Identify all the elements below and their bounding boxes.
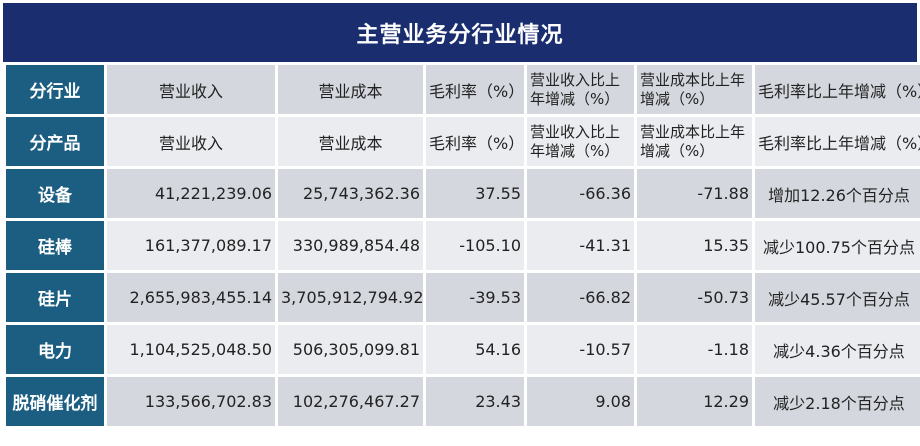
column-header-margin: 毛利率（%）	[426, 65, 524, 117]
revenue-change-cell: 9.08	[527, 377, 634, 429]
column-header-margin-change: 毛利率比上年增减（%）	[755, 117, 920, 169]
revenue-change-cell: -41.31	[527, 221, 634, 273]
row-label: 电力	[6, 325, 104, 377]
table-row: 脱硝催化剂 133,566,702.83 102,276,467.27 23.4…	[6, 377, 920, 429]
cost-cell: 330,989,854.48	[278, 221, 423, 273]
table-row: 硅棒 161,377,089.17 330,989,854.48 -105.10…	[6, 221, 920, 273]
cost-cell: 506,305,099.81	[278, 325, 423, 377]
segment-table: 分行业 营业收入 营业成本 毛利率（%） 营业收入比上年增减（%） 营业成本比上…	[3, 65, 920, 429]
cost-change-cell: -1.18	[637, 325, 752, 377]
row-label: 设备	[6, 169, 104, 221]
column-header-margin-change: 毛利率比上年增减（%）	[755, 65, 920, 117]
cost-cell: 3,705,912,794.92	[278, 273, 423, 325]
revenue-change-cell: -10.57	[527, 325, 634, 377]
margin-cell: 23.43	[426, 377, 524, 429]
column-header-revenue-change: 营业收入比上年增减（%）	[527, 65, 634, 117]
margin-cell: -105.10	[426, 221, 524, 273]
header-row-industry: 分行业 营业收入 营业成本 毛利率（%） 营业收入比上年增减（%） 营业成本比上…	[6, 65, 920, 117]
margin-cell: -39.53	[426, 273, 524, 325]
row-label: 硅片	[6, 273, 104, 325]
cost-cell: 102,276,467.27	[278, 377, 423, 429]
column-header-revenue: 营业收入	[107, 65, 275, 117]
margin-change-cell: 减少2.18个百分点	[755, 377, 920, 429]
column-header-revenue: 营业收入	[107, 117, 275, 169]
row-label: 分行业	[6, 65, 104, 117]
revenue-change-cell: -66.82	[527, 273, 634, 325]
revenue-cell: 41,221,239.06	[107, 169, 275, 221]
revenue-change-cell: -66.36	[527, 169, 634, 221]
cost-cell: 25,743,362.36	[278, 169, 423, 221]
revenue-cell: 133,566,702.83	[107, 377, 275, 429]
cost-change-cell: -50.73	[637, 273, 752, 325]
row-label: 脱硝催化剂	[6, 377, 104, 429]
column-header-cost: 营业成本	[278, 65, 423, 117]
column-header-cost-change: 营业成本比上年增减（%）	[637, 65, 752, 117]
table-row: 设备 41,221,239.06 25,743,362.36 37.55 -66…	[6, 169, 920, 221]
margin-change-cell: 减少100.75个百分点	[755, 221, 920, 273]
table-title: 主营业务分行业情况	[3, 3, 917, 62]
header-row-product: 分产品 营业收入 营业成本 毛利率（%） 营业收入比上年增减（%） 营业成本比上…	[6, 117, 920, 169]
column-header-margin: 毛利率（%）	[426, 117, 524, 169]
row-label: 硅棒	[6, 221, 104, 273]
cost-change-cell: -71.88	[637, 169, 752, 221]
margin-change-cell: 减少4.36个百分点	[755, 325, 920, 377]
column-header-revenue-change: 营业收入比上年增减（%）	[527, 117, 634, 169]
cost-change-cell: 15.35	[637, 221, 752, 273]
revenue-cell: 1,104,525,048.50	[107, 325, 275, 377]
column-header-cost: 营业成本	[278, 117, 423, 169]
table-row: 电力 1,104,525,048.50 506,305,099.81 54.16…	[6, 325, 920, 377]
cost-change-cell: 12.29	[637, 377, 752, 429]
revenue-cell: 2,655,983,455.14	[107, 273, 275, 325]
margin-change-cell: 减少45.57个百分点	[755, 273, 920, 325]
row-label: 分产品	[6, 117, 104, 169]
margin-cell: 54.16	[426, 325, 524, 377]
margin-change-cell: 增加12.26个百分点	[755, 169, 920, 221]
table-row: 硅片 2,655,983,455.14 3,705,912,794.92 -39…	[6, 273, 920, 325]
margin-cell: 37.55	[426, 169, 524, 221]
revenue-cell: 161,377,089.17	[107, 221, 275, 273]
column-header-cost-change: 营业成本比上年增减（%）	[637, 117, 752, 169]
